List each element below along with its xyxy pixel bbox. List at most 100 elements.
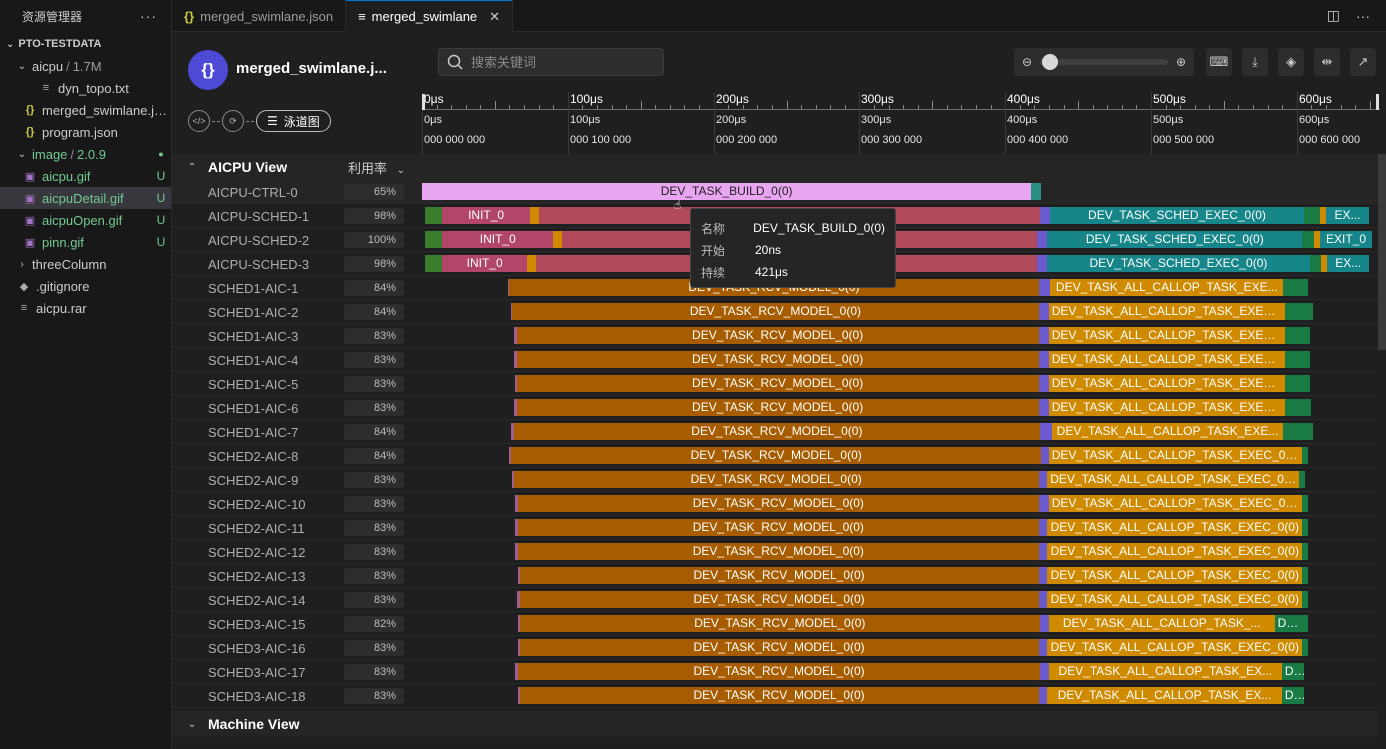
task-segment[interactable] (1302, 495, 1309, 512)
task-segment[interactable]: DEV_TASK_ALL_CALLOP_TASK_EXE... (1050, 279, 1284, 296)
chart-icon[interactable]: ↗ (1350, 48, 1376, 76)
task-segment[interactable] (1309, 255, 1322, 272)
tree-item[interactable]: ≡ dyn_topo.txt (0, 77, 171, 99)
task-segment[interactable]: DEV_TASK_RCV_MODEL_0(0) (519, 591, 1039, 608)
task-segment[interactable]: DEV_TASK_RCV_MODEL_0(0) (519, 567, 1039, 584)
task-segment[interactable]: DEV_TASK_ALL_CALLOP_TASK_EXEC... (1048, 351, 1285, 368)
tree-item[interactable]: ⌄ aicpu/1.7M (0, 55, 171, 77)
task-segment[interactable] (1038, 591, 1048, 608)
task-segment[interactable] (1038, 519, 1048, 536)
task-segment[interactable]: DEV_TASK_ALL_CALLOP_TASK_EXEC_0(0) (1047, 543, 1303, 560)
layers-icon[interactable]: ◈ (1278, 48, 1304, 76)
task-segment[interactable]: DEV_TASK_ALL_CALLOP_TASK_EXEC... (1048, 303, 1285, 320)
task-segment[interactable]: DEV_TASK_RCV_MODEL_0(0) (518, 663, 1040, 680)
task-segment[interactable]: DEV_TASK_RCV_MODEL_0(0) (513, 471, 1039, 488)
task-segment[interactable]: DEV_TASK_SCHED_EXEC_0(0) (1050, 207, 1304, 224)
task-segment[interactable] (1321, 255, 1328, 272)
machine-view-header[interactable]: ⌄ Machine View (172, 711, 1378, 737)
task-segment[interactable] (1039, 615, 1049, 632)
task-segment[interactable]: EX... (1325, 207, 1370, 224)
more-actions-icon[interactable]: ··· (1356, 7, 1370, 24)
tree-item[interactable]: ▣ aicpuDetail.gif U (0, 187, 171, 209)
task-segment[interactable] (1041, 447, 1049, 464)
tree-item[interactable]: ⌄ image/2.0.9 ● (0, 143, 171, 165)
task-segment[interactable] (424, 255, 443, 272)
task-segment[interactable] (1038, 327, 1049, 344)
task-segment[interactable] (1038, 279, 1051, 296)
task-segment[interactable]: DEV_TASK_RCV_MODEL_0(0) (516, 399, 1039, 416)
task-segment[interactable]: DEV_TASK_RCV_MODEL_0(0) (518, 495, 1039, 512)
task-segment[interactable] (553, 231, 562, 248)
task-segment[interactable] (1302, 543, 1309, 560)
task-segment[interactable] (1283, 423, 1313, 440)
task-segment[interactable]: DEV_TASK_ALL_CALLOP_TASK_EXEC_0(0) (1048, 447, 1303, 464)
task-segment[interactable]: DEV_TASK_BUILD_0(0) (422, 183, 1032, 200)
task-segment[interactable] (1283, 279, 1309, 296)
task-segment[interactable] (1302, 567, 1309, 584)
task-segment[interactable] (1039, 663, 1049, 680)
zoom-in-icon[interactable]: ⊕ (1175, 55, 1186, 69)
fit-width-icon[interactable]: ⇹ (1314, 48, 1340, 76)
task-segment[interactable] (1038, 399, 1049, 416)
task-segment[interactable] (1038, 303, 1049, 320)
task-segment[interactable]: EX... (1327, 255, 1370, 272)
tree-item[interactable]: ▣ aicpuOpen.gif U (0, 209, 171, 231)
tree-item[interactable]: ≡ aicpu.rar (0, 297, 171, 319)
task-segment[interactable]: DEV_TASK_RCV_MODEL_0(0) (513, 423, 1040, 440)
task-segment[interactable]: DEV_TASK_SCHED_EXEC_0(0) (1047, 255, 1310, 272)
task-segment[interactable] (1038, 471, 1048, 488)
task-segment[interactable] (526, 255, 536, 272)
split-editor-icon[interactable]: ◫ (1326, 7, 1340, 23)
task-segment[interactable]: DEV... (1274, 615, 1309, 632)
task-segment[interactable]: DEV_TASK_RCV_MODEL_0(0) (516, 351, 1039, 368)
task-segment[interactable] (1038, 639, 1048, 656)
task-segment[interactable]: DEV_TASK_RCV_MODEL_0(0) (518, 543, 1039, 560)
task-segment[interactable]: DEV_TASK_RCV_MODEL_0(0) (510, 447, 1042, 464)
zoom-out-icon[interactable]: ⊖ (1022, 55, 1033, 69)
task-segment[interactable]: DEV_TASK_ALL_CALLOP_TASK_EXEC... (1048, 327, 1285, 344)
task-segment[interactable]: DEV_TASK_ALL_CALLOP_TASK_EX... (1047, 687, 1282, 704)
task-segment[interactable]: DEV_TASK_RCV_MODEL_0(0) (512, 303, 1039, 320)
task-segment[interactable] (1284, 375, 1310, 392)
task-segment[interactable] (1037, 255, 1048, 272)
tree-item[interactable]: {} program.json (0, 121, 171, 143)
task-segment[interactable] (1038, 543, 1048, 560)
task-segment[interactable]: DEV_TASK_RCV_MODEL_0(0) (519, 639, 1039, 656)
more-actions-icon[interactable]: ··· (140, 8, 157, 24)
task-segment[interactable] (1302, 447, 1309, 464)
download-icon[interactable]: ⤓ (1242, 48, 1268, 76)
time-ruler[interactable]: 0μs 0μs 000 000 000 100μs 100μs 000 100 000 20… (422, 92, 1380, 154)
tab-merged-swimlane[interactable]: ≡ merged_swimlane ✕ (346, 0, 514, 32)
zoom-slider[interactable] (1040, 54, 1168, 70)
tree-item[interactable]: ◆ .gitignore (0, 275, 171, 297)
task-segment[interactable] (1284, 351, 1310, 368)
task-segment[interactable]: DEV_TASK_RCV_MODEL_0(0) (519, 687, 1039, 704)
task-segment[interactable]: DEV_TASK_ALL_CALLOP_TASK_EXEC_0(0) (1047, 639, 1303, 656)
utilization-sort[interactable]: 利用率 ⌄ (348, 158, 405, 177)
convert-view-button[interactable]: ⟳ (222, 110, 244, 132)
task-segment[interactable] (1038, 495, 1049, 512)
task-segment[interactable]: INIT_0 (442, 207, 530, 224)
task-segment[interactable] (1038, 351, 1049, 368)
swimlane-view-button[interactable]: ☰ 泳道图 (256, 110, 331, 132)
task-segment[interactable] (1037, 231, 1048, 248)
task-segment[interactable]: INIT_0 (442, 255, 527, 272)
tree-item[interactable]: › threeColumn (0, 253, 171, 275)
task-segment[interactable] (1302, 591, 1309, 608)
task-segment[interactable]: DEV_TASK_ALL_CALLOP_TASK_EXEC_0(0) (1047, 519, 1303, 536)
task-segment[interactable] (1313, 231, 1320, 248)
task-segment[interactable]: INIT_0 (442, 231, 554, 248)
task-segment[interactable]: D... (1281, 687, 1304, 704)
task-segment[interactable] (1031, 183, 1042, 200)
task-segment[interactable] (1038, 687, 1048, 704)
task-segment[interactable] (1038, 375, 1049, 392)
task-segment[interactable] (1302, 639, 1309, 656)
task-segment[interactable]: D... (1281, 663, 1304, 680)
workspace-root[interactable]: ⌄ PTO-TESTDATA (0, 33, 171, 55)
tree-item[interactable]: ▣ pinn.gif U (0, 231, 171, 253)
task-segment[interactable]: DEV_TASK_RCV_MODEL_0(0) (518, 519, 1039, 536)
task-segment[interactable]: EXIT_0 (1319, 231, 1373, 248)
task-segment[interactable] (1319, 207, 1326, 224)
task-segment[interactable] (1284, 399, 1312, 416)
task-segment[interactable] (1284, 303, 1313, 320)
